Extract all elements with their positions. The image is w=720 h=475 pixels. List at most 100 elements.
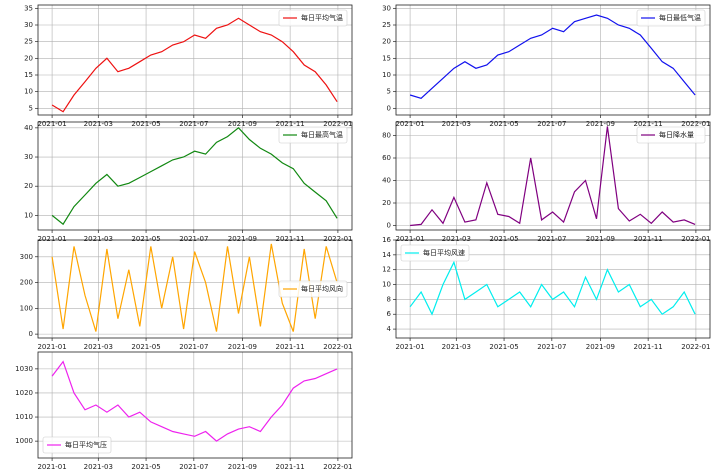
legend: 每日平均气压 — [42, 436, 112, 454]
x-tick-label: 2021-09 — [586, 235, 615, 243]
x-tick-label: 2021-03 — [84, 343, 113, 351]
data-line — [409, 14, 696, 99]
x-tick-label: 2021-07 — [179, 463, 208, 471]
x-tick-label: 2021-11 — [634, 343, 663, 351]
legend-box — [636, 9, 706, 27]
y-tick-label: 15 — [24, 71, 33, 79]
y-tick-label: 5 — [387, 88, 391, 96]
y-tick-label: 20 — [24, 54, 33, 62]
x-tick-label: 2021-09 — [228, 463, 257, 471]
x-tick-label: 2021-05 — [489, 343, 518, 351]
x-tick-label: 2021-05 — [131, 343, 160, 351]
y-tick-label: 40 — [24, 124, 33, 132]
y-tick-label: 30 — [24, 153, 33, 161]
x-tick-label: 2021-11 — [276, 235, 305, 243]
y-tick-label: 30 — [382, 4, 391, 12]
y-tick-label: 1000 — [15, 437, 33, 445]
y-tick-label: 8 — [387, 295, 391, 303]
x-tick-label: 2021-07 — [179, 235, 208, 243]
x-tick-label: 2021-03 — [442, 343, 471, 351]
y-tick-label: 200 — [20, 279, 33, 287]
y-tick-label: 10 — [24, 211, 33, 219]
x-tick-label: 2022-01 — [323, 343, 352, 351]
y-tick-label: 10 — [382, 71, 391, 79]
data-line — [51, 126, 338, 226]
legend: 每日最高气温 — [278, 126, 348, 144]
legend-label: 每日平均气温 — [301, 13, 343, 22]
plot-frame — [37, 121, 353, 231]
y-tick-label: 15 — [382, 54, 391, 62]
y-tick-label: 1030 — [15, 365, 33, 373]
y-tick-label: 25 — [24, 38, 33, 46]
y-tick-label: 10 — [382, 281, 391, 289]
legend-label: 每日最低气温 — [659, 13, 701, 22]
legend: 每日最低气温 — [636, 9, 706, 27]
subplot: 2021-01 2021-03 2021-05 2021-07 2021-09 2021-… — [382, 4, 710, 128]
legend-label: 每日降水量 — [659, 130, 694, 139]
x-tick-label: 2021-07 — [537, 235, 566, 243]
y-tick-label: 1020 — [15, 389, 33, 397]
x-tick-label: 2022-01 — [681, 235, 710, 243]
plot-frame — [395, 4, 711, 116]
y-tick-label: 16 — [382, 236, 391, 244]
data-line — [410, 126, 696, 227]
y-tick-label: 6 — [387, 310, 392, 318]
subplot: 2021-01 2021-03 2021-05 2021-07 2021-09 2021-… — [24, 4, 352, 128]
x-tick-label: 2021-01 — [37, 463, 66, 471]
x-tick-label: 2021-05 — [489, 235, 518, 243]
x-tick-label: 2022-01 — [681, 343, 710, 351]
y-tick-label: 60 — [382, 154, 391, 162]
legend-label: 每日平均风向 — [301, 284, 343, 293]
y-tick-label: 40 — [382, 177, 391, 185]
y-tick-label: 0 — [387, 222, 391, 230]
legend-label: 每日平均气压 — [65, 440, 107, 449]
y-tick-label: 10 — [24, 88, 33, 96]
y-tick-label: 20 — [382, 199, 391, 207]
x-tick-label: 2021-01 — [37, 235, 66, 243]
y-tick-label: 0 — [387, 104, 391, 112]
x-tick-label: 2021-05 — [131, 463, 160, 471]
legend-box — [278, 280, 348, 298]
legend-box — [42, 436, 112, 454]
x-tick-label: 2021-07 — [179, 343, 208, 351]
data-line — [409, 260, 696, 316]
x-tick-label: 2021-11 — [634, 235, 663, 243]
x-tick-label: 2021-01 — [395, 343, 424, 351]
y-tick-label: 1010 — [15, 413, 33, 421]
plot-frame — [37, 351, 353, 459]
x-tick-label: 2021-01 — [395, 235, 424, 243]
legend: 每日平均风向 — [278, 280, 348, 298]
y-tick-label: 30 — [24, 21, 33, 29]
legend: 每日平均风速 — [400, 244, 470, 262]
x-tick-label: 2021-11 — [276, 343, 305, 351]
x-tick-label: 2021-03 — [84, 463, 113, 471]
y-tick-label: 35 — [24, 4, 33, 12]
data-line — [51, 360, 338, 442]
y-tick-label: 80 — [382, 132, 391, 140]
legend: 每日平均气温 — [278, 9, 348, 27]
x-tick-label: 2022-01 — [323, 235, 352, 243]
x-tick-label: 2021-09 — [228, 343, 257, 351]
subplot: 2021-01 2021-03 2021-05 2021-07 2021-09 2021-… — [15, 351, 353, 471]
x-tick-label: 2021-11 — [276, 463, 305, 471]
plot-frame — [37, 239, 353, 339]
subplot: 2021-01 2021-03 2021-05 2021-07 2021-09 2021-… — [382, 236, 710, 351]
y-tick-label: 100 — [20, 304, 33, 312]
data-line — [51, 243, 338, 332]
x-tick-label: 2021-09 — [586, 343, 615, 351]
legend-label: 每日平均风速 — [423, 248, 465, 257]
plot-frame — [395, 121, 711, 231]
y-tick-label: 4 — [387, 325, 392, 333]
y-tick-label: 20 — [24, 182, 33, 190]
legend-label: 每日最高气温 — [301, 130, 343, 139]
y-tick-label: 12 — [382, 266, 391, 274]
x-tick-label: 2021-07 — [537, 343, 566, 351]
y-tick-label: 300 — [20, 253, 33, 261]
x-tick-label: 2022-01 — [323, 463, 352, 471]
subplot: 2021-01 2021-03 2021-05 2021-07 2021-09 2021-… — [24, 121, 353, 243]
x-tick-label: 2021-03 — [442, 235, 471, 243]
y-tick-label: 25 — [382, 21, 391, 29]
legend-box — [278, 126, 348, 144]
y-tick-label: 5 — [29, 104, 33, 112]
